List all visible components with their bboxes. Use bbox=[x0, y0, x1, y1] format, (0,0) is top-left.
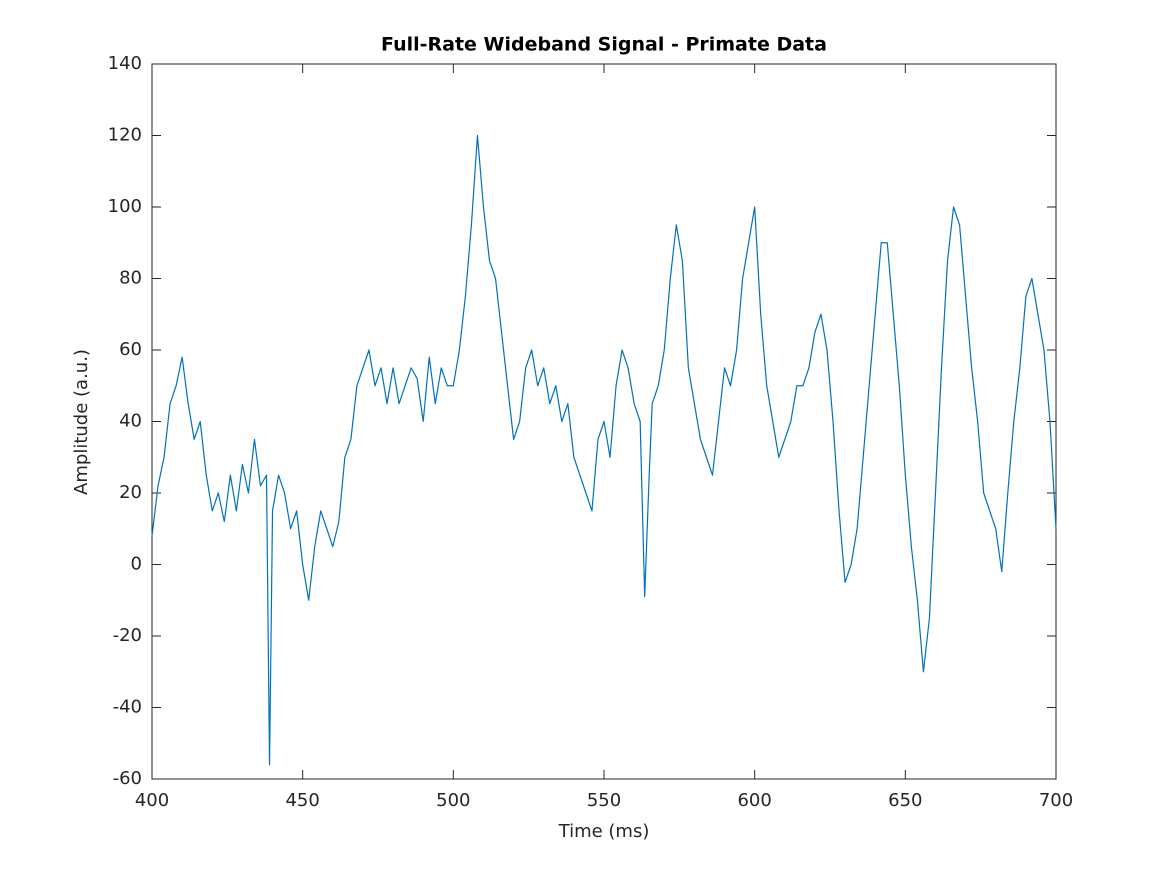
y-tick-label: -20 bbox=[113, 625, 142, 646]
y-tick-label: 100 bbox=[108, 196, 142, 217]
y-tick-label: -60 bbox=[113, 768, 142, 789]
y-tick-label: 60 bbox=[119, 339, 142, 360]
x-tick-label: 400 bbox=[135, 790, 169, 811]
y-tick-label: -40 bbox=[113, 697, 142, 718]
x-tick-label: 550 bbox=[587, 790, 621, 811]
x-axis-label: Time (ms) bbox=[558, 821, 650, 842]
y-tick-label: 0 bbox=[131, 554, 142, 575]
x-tick-label: 650 bbox=[888, 790, 922, 811]
y-axis-label: Amplitude (a.u.) bbox=[71, 349, 92, 495]
chart-title: Full-Rate Wideband Signal - Primate Data bbox=[381, 34, 827, 56]
y-tick-label: 140 bbox=[108, 53, 142, 74]
y-tick-label: 40 bbox=[119, 411, 142, 432]
y-tick-label: 80 bbox=[119, 268, 142, 289]
x-tick-label: 450 bbox=[285, 790, 319, 811]
x-tick-label: 700 bbox=[1039, 790, 1073, 811]
y-tick-label: 20 bbox=[119, 482, 142, 503]
y-tick-label: 120 bbox=[108, 125, 142, 146]
signal-line bbox=[151, 134, 1057, 766]
x-tick-label: 500 bbox=[436, 790, 470, 811]
x-tick-label: 600 bbox=[737, 790, 771, 811]
